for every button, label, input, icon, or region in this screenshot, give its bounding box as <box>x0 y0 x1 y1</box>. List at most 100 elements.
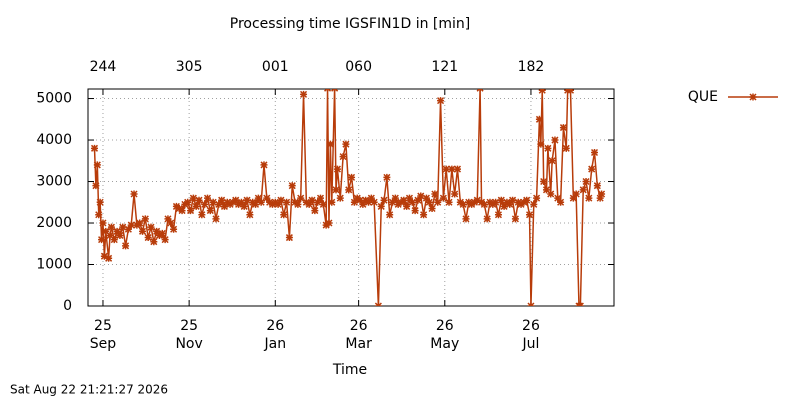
data-point <box>538 89 546 94</box>
x-tick-label: 25 Sep <box>90 318 117 352</box>
data-point <box>212 215 220 223</box>
data-point <box>336 194 344 202</box>
data-point <box>492 198 500 206</box>
data-point <box>164 215 172 223</box>
data-point <box>445 198 453 206</box>
x2-tick-label: 182 <box>518 59 545 75</box>
data-point <box>92 182 100 190</box>
data-point <box>562 144 570 152</box>
data-point <box>442 165 450 173</box>
plot-frame <box>87 88 615 307</box>
data-point <box>316 194 325 202</box>
data-point <box>598 190 606 198</box>
data-point <box>506 200 514 208</box>
data-point <box>559 124 567 132</box>
data-point <box>285 234 293 242</box>
data-point <box>590 148 599 157</box>
data-point <box>544 144 552 152</box>
data-point <box>192 202 200 210</box>
data-point <box>400 196 408 204</box>
y-tick-label: 5000 <box>36 91 72 107</box>
data-point <box>523 196 531 204</box>
y-tick-label: 0 <box>63 298 72 314</box>
data-point <box>434 198 442 206</box>
data-point <box>405 194 414 202</box>
data-point <box>260 161 268 169</box>
data-point <box>480 200 488 208</box>
data-point <box>380 196 388 204</box>
data-point <box>367 194 375 202</box>
x2-tick-label: 244 <box>90 59 117 75</box>
data-point <box>526 211 534 219</box>
data-point <box>339 153 347 161</box>
data-point <box>414 196 422 204</box>
data-point <box>364 198 373 206</box>
data-point <box>107 223 115 231</box>
data-point <box>136 219 144 227</box>
data-point <box>530 200 538 208</box>
data-point <box>189 194 197 202</box>
x-tick-label: 26 Mar <box>345 318 372 352</box>
data-point <box>237 198 245 206</box>
data-point <box>263 194 271 202</box>
data-point <box>124 225 132 233</box>
data-point <box>90 144 99 152</box>
x-tick-label: 26 Jul <box>521 318 539 352</box>
data-point <box>243 196 251 204</box>
data-point <box>494 211 502 219</box>
data-point <box>425 198 433 206</box>
data-point <box>102 227 110 235</box>
data-point <box>535 115 543 123</box>
data-point <box>576 302 584 306</box>
data-point <box>428 204 436 213</box>
data-point <box>257 198 265 206</box>
data-point <box>473 196 481 204</box>
data-point <box>548 157 556 165</box>
x2-tick-label: 305 <box>176 59 203 75</box>
data-point <box>333 165 341 173</box>
data-point <box>195 196 203 204</box>
x-tick-label: 26 Jan <box>263 318 286 352</box>
data-point <box>170 225 178 233</box>
data-line <box>93 89 603 306</box>
chart-title: Processing time IGSFIN1D in [min] <box>230 16 470 32</box>
y-tick-label: 2000 <box>36 215 72 231</box>
data-point <box>184 198 192 206</box>
plot-area <box>90 89 606 306</box>
data-point <box>106 231 114 239</box>
data-point <box>462 215 470 223</box>
data-point <box>314 198 322 206</box>
data-point <box>459 200 467 208</box>
x2-tick-label: 121 <box>431 59 458 75</box>
y-tick-label: 3000 <box>36 174 72 190</box>
data-point <box>500 202 508 210</box>
data-point <box>240 202 248 210</box>
data-point <box>582 177 590 186</box>
data-point <box>215 200 223 208</box>
data-point <box>113 227 121 235</box>
data-point <box>187 207 195 215</box>
data-point <box>251 200 260 208</box>
data-point <box>593 182 601 190</box>
data-point <box>274 200 282 208</box>
data-point <box>130 190 138 198</box>
x2-tick-label: 060 <box>345 59 372 75</box>
data-point <box>533 194 541 202</box>
data-point <box>141 215 149 223</box>
x-tick-label: 26 May <box>430 318 459 352</box>
data-point <box>153 227 161 235</box>
data-point <box>411 207 419 215</box>
data-point <box>308 196 316 204</box>
data-point <box>277 196 285 204</box>
data-point <box>345 186 353 194</box>
data-point <box>254 194 262 202</box>
data-point <box>377 202 385 210</box>
data-point <box>319 200 327 208</box>
legend-label: QUE <box>688 89 718 105</box>
data-point <box>391 194 399 202</box>
data-point <box>297 194 305 202</box>
data-point <box>540 177 548 186</box>
data-point <box>511 215 519 223</box>
data-point <box>439 194 447 202</box>
